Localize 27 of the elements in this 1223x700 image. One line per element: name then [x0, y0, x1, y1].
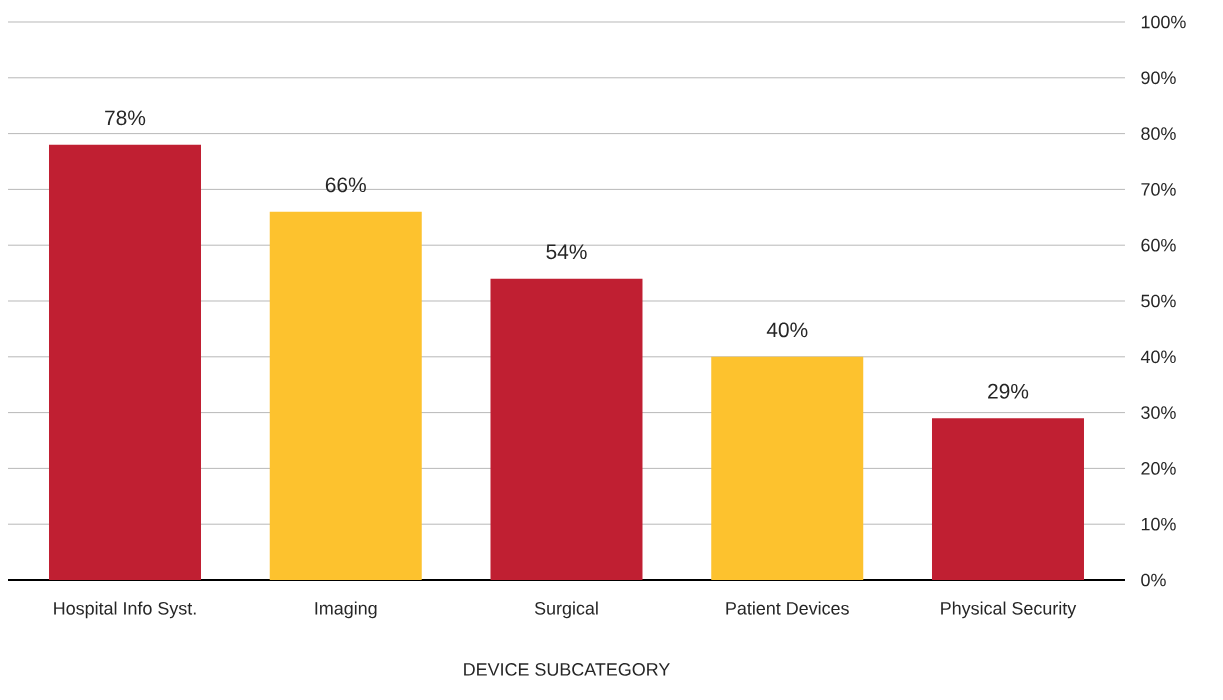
y-tick-label: 50%	[1141, 294, 1176, 308]
y-tick-label: 90%	[1141, 71, 1176, 85]
data-label: 54%	[546, 244, 587, 260]
y-tick-label: 40%	[1140, 350, 1176, 364]
bar	[49, 144, 201, 580]
x-tick-label: Imaging	[315, 601, 377, 619]
x-tick-label: Physical Security	[941, 601, 1077, 619]
x-tick-label: Hospital Info Syst.	[54, 601, 196, 619]
y-tick-label: 60%	[1141, 238, 1176, 252]
y-tick-label: 80%	[1141, 127, 1176, 140]
y-tick-label: 0%	[1141, 573, 1166, 587]
x-axis-title: DEVICE SUBCATEGORY	[464, 663, 670, 676]
bar	[490, 278, 643, 580]
data-label: 66%	[325, 177, 366, 193]
y-tick-label: 30%	[1141, 406, 1176, 419]
x-tick-label: Surgical	[534, 601, 598, 619]
y-tick-label: 10%	[1141, 517, 1176, 531]
bar	[269, 211, 422, 580]
y-tick-label: 70%	[1141, 183, 1176, 196]
y-tick-label: 100%	[1141, 15, 1186, 29]
data-label: 40%	[766, 322, 808, 338]
bar	[931, 418, 1084, 580]
data-label: 78%	[105, 110, 146, 126]
bar	[711, 356, 864, 580]
y-tick-label: 20%	[1141, 462, 1176, 475]
x-tick-label: Patient Devices	[726, 601, 849, 615]
data-label: 29%	[988, 383, 1029, 399]
